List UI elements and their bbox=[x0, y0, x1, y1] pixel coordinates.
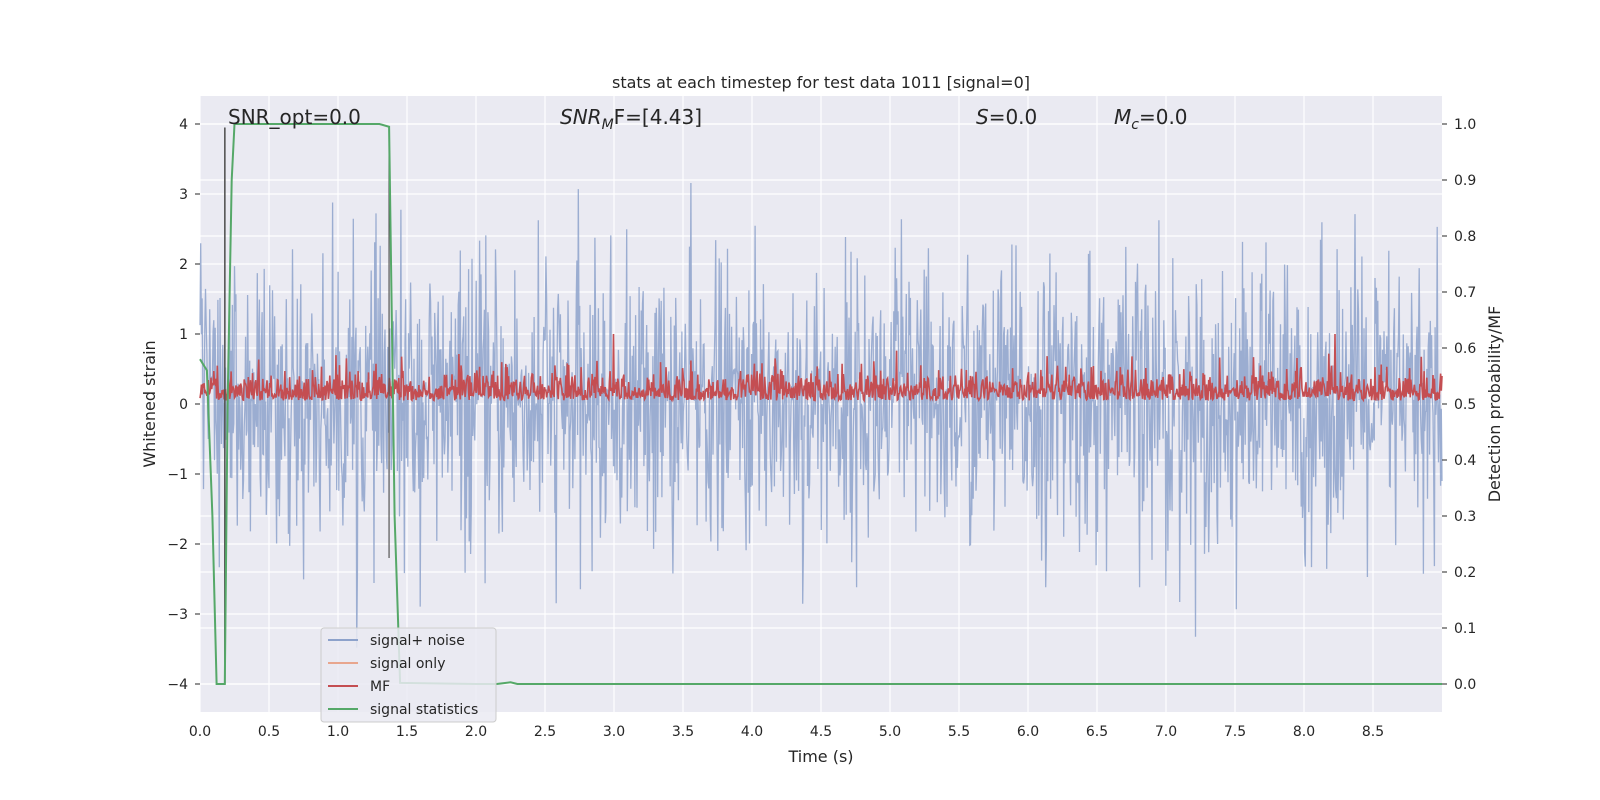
annotation-s-main: S bbox=[976, 105, 989, 129]
y-tick-right-label: 0.7 bbox=[1454, 285, 1476, 301]
y-tick-right-label: 0.8 bbox=[1454, 229, 1476, 245]
x-tick-label: 1.0 bbox=[327, 724, 349, 740]
series-signal-statistics-line bbox=[199, 123, 1442, 685]
y-tick-left-label: 4 bbox=[179, 117, 188, 133]
x-axis-label: Time (s) bbox=[787, 747, 853, 766]
annotation-snr-opt: SNR_opt=0.0 bbox=[228, 105, 361, 129]
x-tick-label: 3.0 bbox=[603, 724, 625, 740]
annotation-mc: Mc=0.0 bbox=[1114, 105, 1188, 133]
annotation-snr-mf-rest: F=[4.43] bbox=[614, 105, 702, 129]
y-tick-right-label: 0.6 bbox=[1454, 341, 1476, 357]
x-tick-label: 3.5 bbox=[672, 724, 694, 740]
x-tick-label: 0.0 bbox=[189, 724, 211, 740]
y-tick-right-label: 0.0 bbox=[1454, 677, 1476, 693]
x-tick-label: 7.5 bbox=[1224, 724, 1246, 740]
series-mf-line bbox=[199, 333, 1443, 403]
legend-label-signal-only: signal only bbox=[370, 656, 445, 672]
x-tick-label: 8.0 bbox=[1293, 724, 1315, 740]
y-tick-left-label: −2 bbox=[167, 537, 188, 553]
annotation-mc-rest: =0.0 bbox=[1139, 105, 1188, 129]
y-tick-right-label: 0.4 bbox=[1454, 453, 1476, 469]
x-tick-label: 8.5 bbox=[1362, 724, 1384, 740]
annotation-mc-main: M bbox=[1114, 105, 1131, 129]
legend-label-signal-statistics: signal statistics bbox=[370, 702, 478, 718]
x-tick-label: 5.5 bbox=[948, 724, 970, 740]
y-axis-right-ticks: 0.0 0.1 0.2 0.3 0.4 0.5 0.6 0.7 0.8 0.9 1.0 bbox=[1442, 117, 1476, 693]
y-tick-right-label: 0.2 bbox=[1454, 565, 1476, 581]
x-tick-label: 2.5 bbox=[534, 724, 556, 740]
y-axis-left-label: Whitened strain bbox=[140, 340, 159, 467]
annotation-snr-mf-sub: M bbox=[602, 117, 614, 133]
series-signal-statistics bbox=[199, 123, 1442, 685]
y-tick-right-label: 0.9 bbox=[1454, 173, 1476, 189]
annotation-mc-sub: c bbox=[1131, 117, 1139, 133]
legend-label-signal-plus-noise: signal+ noise bbox=[370, 633, 465, 649]
y-tick-left-label: 2 bbox=[179, 257, 188, 273]
y-tick-right-label: 1.0 bbox=[1454, 117, 1476, 133]
y-tick-right-label: 0.3 bbox=[1454, 509, 1476, 525]
x-tick-label: 7.0 bbox=[1155, 724, 1177, 740]
x-tick-label: 6.5 bbox=[1086, 724, 1108, 740]
x-tick-label: 1.5 bbox=[396, 724, 418, 740]
x-tick-label: 4.5 bbox=[810, 724, 832, 740]
legend-box bbox=[320, 627, 497, 723]
legend-label-mf: MF bbox=[370, 679, 390, 695]
y-axis-right-label: Detection probability/MF bbox=[1485, 306, 1504, 503]
y-tick-right-label: 0.1 bbox=[1454, 621, 1476, 637]
y-axis-left-ticks: −4 −3 −2 −1 0 1 2 3 4 bbox=[167, 117, 200, 693]
annotation-s-rest: =0.0 bbox=[989, 105, 1038, 129]
series-mf bbox=[199, 333, 1443, 403]
y-tick-left-label: 0 bbox=[179, 397, 188, 413]
x-axis-ticks: 0.0 0.5 1.0 1.5 2.0 2.5 3.0 3.5 4.0 4.5 5.0 5.5 6.0 6… bbox=[189, 724, 1384, 740]
annotation-snr-mf-main: SNR bbox=[560, 105, 602, 129]
chart-title: stats at each timestep for test data 101… bbox=[612, 73, 1030, 92]
y-tick-right-label: 0.5 bbox=[1454, 397, 1476, 413]
legend: signal+ noise signal only MF signal stat… bbox=[320, 627, 497, 723]
y-tick-left-label: −4 bbox=[167, 677, 188, 693]
y-tick-left-label: 3 bbox=[179, 187, 188, 203]
x-tick-label: 0.5 bbox=[258, 724, 280, 740]
annotation-s: S=0.0 bbox=[976, 105, 1037, 129]
x-tick-label: 4.0 bbox=[741, 724, 763, 740]
y-tick-left-label: −3 bbox=[167, 607, 188, 623]
x-tick-label: 5.0 bbox=[879, 724, 901, 740]
x-tick-label: 6.0 bbox=[1017, 724, 1039, 740]
annotation-snr-mf: SNRMF=[4.43] bbox=[560, 105, 702, 133]
y-tick-left-label: −1 bbox=[167, 467, 188, 483]
y-tick-left-label: 1 bbox=[179, 327, 188, 343]
x-tick-label: 2.0 bbox=[465, 724, 487, 740]
